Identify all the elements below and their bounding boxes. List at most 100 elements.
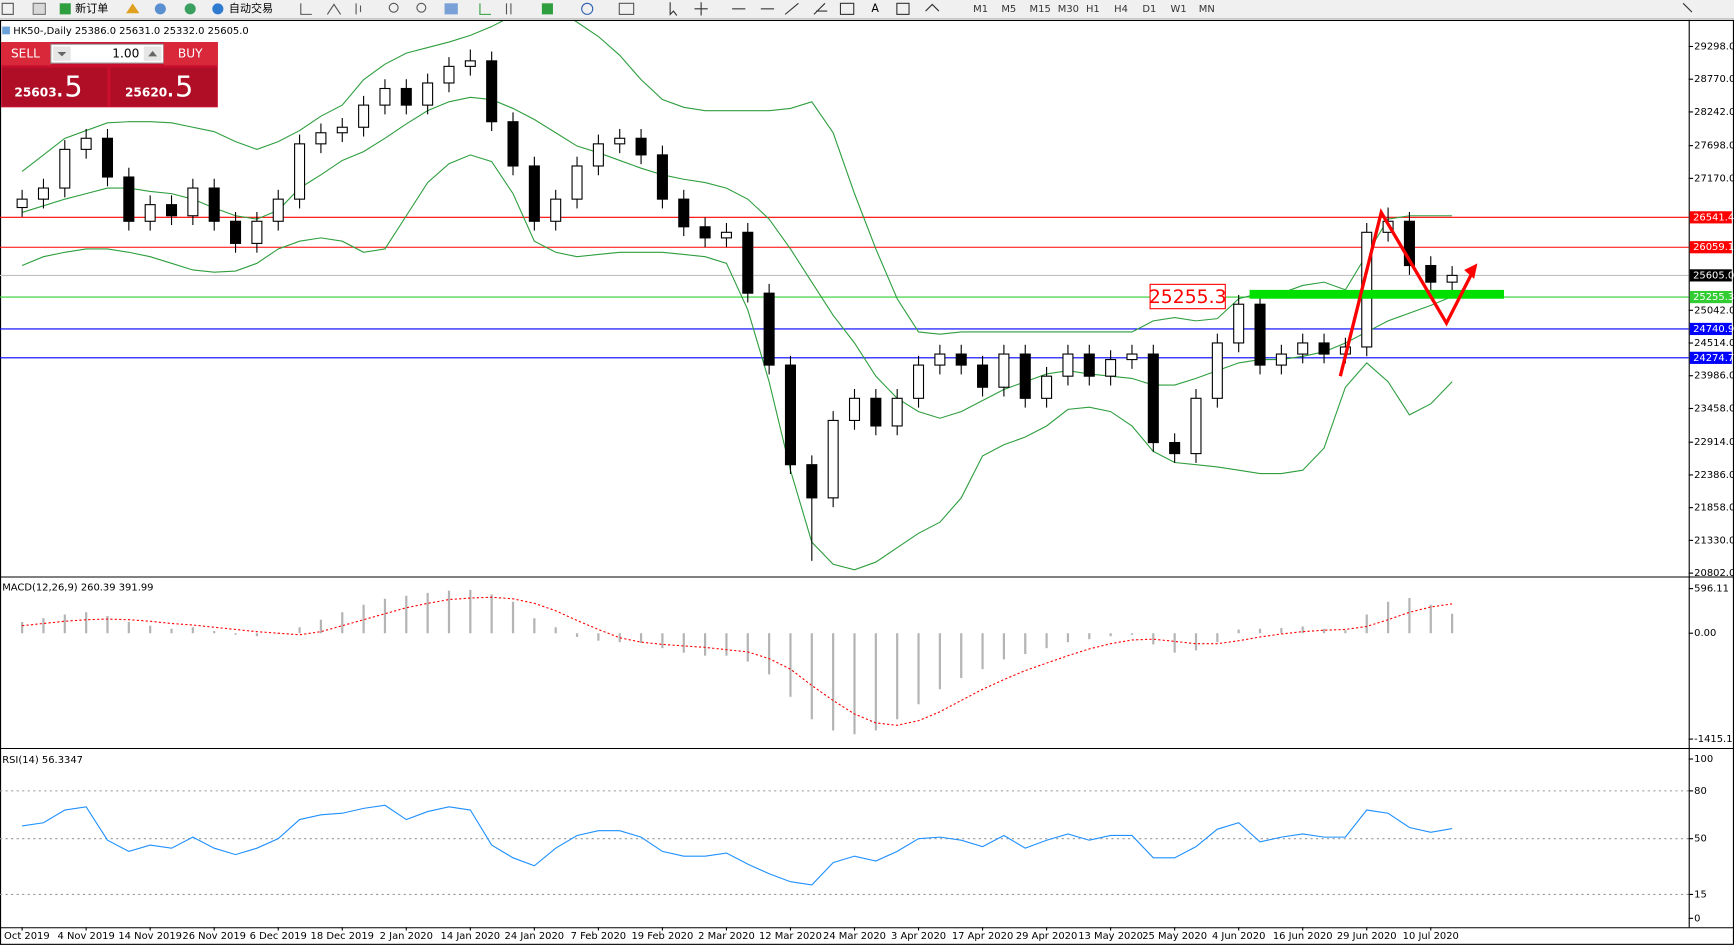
candle-body — [1105, 359, 1117, 377]
y-tick-label: 25042.0 — [1694, 305, 1734, 316]
toolbar-bg — [0, 0, 1734, 19]
icon[interactable] — [300, 3, 312, 15]
icon[interactable] — [1682, 2, 1693, 13]
timeframe-button[interactable]: M1 — [973, 4, 988, 15]
pane-title: MACD(12,26,9) 260.39 391.99 — [2, 583, 153, 594]
x-tick-label: 19 Feb 2020 — [631, 931, 693, 942]
y-tick-label: 23458.0 — [1694, 403, 1734, 414]
icon — [57, 52, 67, 57]
icon[interactable] — [896, 2, 910, 15]
icon[interactable] — [925, 3, 940, 12]
icon[interactable] — [126, 3, 140, 14]
icon[interactable] — [32, 2, 46, 15]
y-tick-label: 28242.0 — [1694, 107, 1734, 118]
support-zone — [1249, 289, 1504, 299]
icon[interactable] — [1, 2, 14, 15]
candle-body — [80, 137, 92, 150]
timeframe-button[interactable]: H1 — [1086, 4, 1100, 15]
candle-body — [1041, 375, 1053, 399]
candle-body — [400, 87, 412, 106]
icon[interactable] — [505, 3, 512, 15]
y-tick-label: 21330.0 — [1694, 535, 1734, 546]
icon[interactable] — [784, 2, 799, 15]
candle-body — [913, 364, 925, 399]
price-level-tag — [1689, 322, 1732, 336]
candle-body — [422, 82, 434, 106]
buy-price: 25620 — [125, 85, 167, 99]
rsi-pane: RSI(14) 56.3347 — [0, 755, 1689, 895]
icon[interactable] — [581, 2, 594, 15]
candle-body — [443, 65, 455, 84]
icon[interactable] — [618, 2, 635, 15]
icon[interactable] — [326, 3, 342, 15]
icon — [59, 3, 71, 15]
annotation-box — [1149, 283, 1226, 310]
sell-price-suffix: .5 — [55, 70, 82, 104]
x-tick-label: 29 Apr 2020 — [1016, 931, 1077, 942]
x-tick-label: 2 Mar 2020 — [698, 931, 755, 942]
icon[interactable]: A — [871, 2, 879, 15]
new-order-button[interactable]: 新订单 — [59, 1, 109, 15]
candle-body — [208, 187, 220, 222]
icon[interactable] — [839, 2, 855, 15]
x-tick-label: 10 Jul 2020 — [1403, 931, 1459, 942]
icon[interactable] — [444, 3, 458, 15]
timeframe-button[interactable]: M30 — [1058, 4, 1079, 15]
candle-body — [678, 198, 690, 228]
icon[interactable] — [355, 3, 362, 15]
candle-body — [379, 87, 391, 106]
price-level-label: 24274.7 — [1693, 353, 1734, 364]
candle-body — [806, 464, 818, 499]
candle-body — [763, 292, 775, 366]
candle-body — [59, 148, 71, 189]
y-tick-label: 80 — [1694, 786, 1707, 797]
buy-price-button[interactable]: 25620 .5 — [110, 67, 217, 107]
x-tick-label: 17 Apr 2020 — [952, 931, 1013, 942]
rsi-line — [22, 804, 1453, 886]
icon[interactable] — [694, 2, 708, 16]
candle-body — [848, 397, 861, 421]
y-tick-label: -1415.19 — [1694, 734, 1734, 745]
candle-body — [1083, 353, 1095, 377]
timeframe-button[interactable]: M5 — [1001, 4, 1016, 15]
icon[interactable] — [388, 2, 399, 13]
icon[interactable] — [184, 3, 196, 15]
icon[interactable] — [479, 3, 492, 15]
button-label: BUY — [178, 47, 203, 61]
candle-body — [891, 397, 903, 427]
icon[interactable] — [416, 2, 427, 13]
timeframe-button[interactable]: W1 — [1171, 4, 1187, 15]
icon[interactable] — [813, 2, 828, 15]
sell-price-button[interactable]: 25603 .5 — [2, 67, 108, 107]
x-tick-label: 14 Jan 2020 — [441, 931, 501, 942]
price-level-tag — [1689, 351, 1732, 364]
price-level-tag — [1689, 269, 1732, 282]
x-tick-label: 12 Mar 2020 — [759, 931, 822, 942]
timeframe-button[interactable]: H4 — [1114, 4, 1128, 15]
icon[interactable] — [154, 3, 166, 15]
price-level-tag — [1689, 211, 1732, 224]
timeframe-button[interactable]: D1 — [1142, 4, 1156, 15]
trade-panel: SELL 1.00 BUY 25603 .5 25620 .5 — [1, 42, 218, 108]
sell-button[interactable]: SELL — [1, 42, 51, 66]
y-tick-label: 23986.0 — [1694, 371, 1734, 382]
x-tick-label: 4 Jun 2020 — [1212, 931, 1265, 942]
x-tick-label: 2 Jan 2020 — [380, 931, 433, 942]
timeframe-button[interactable]: MN — [1199, 4, 1215, 15]
buy-button[interactable]: BUY — [163, 42, 218, 66]
candle-body — [1147, 353, 1159, 444]
candle-body — [1254, 303, 1266, 366]
icon — [148, 50, 158, 57]
icon[interactable] — [541, 3, 553, 15]
chart-frame — [0, 19, 1734, 945]
candle-body — [230, 220, 242, 244]
x-tick-label: 25 May 2020 — [1142, 931, 1207, 942]
auto-trading-button[interactable]: 自动交易 — [212, 1, 273, 15]
y-tick-label: 50 — [1694, 834, 1707, 845]
candle-body — [1062, 353, 1074, 377]
arrow-head — [1464, 263, 1478, 279]
icon[interactable] — [669, 2, 678, 16]
x-tick-label: 24 Jan 2020 — [505, 931, 565, 942]
timeframe-button[interactable]: M15 — [1030, 4, 1051, 15]
